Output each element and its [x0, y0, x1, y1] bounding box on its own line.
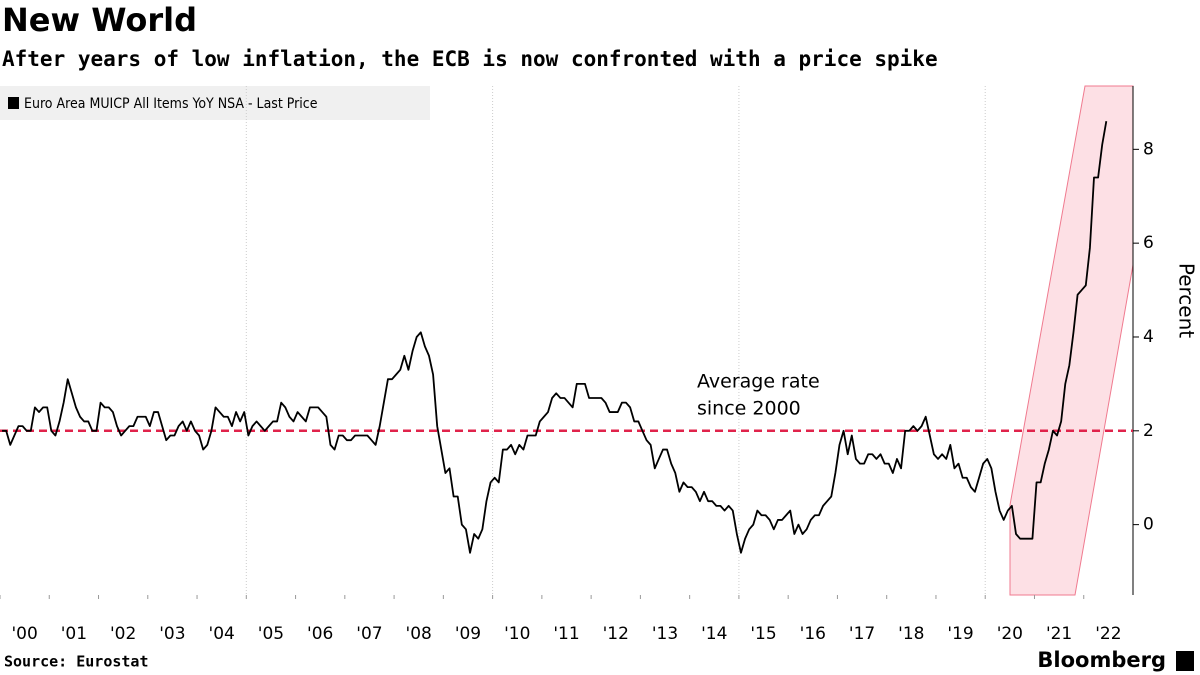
annotation: Average rate: [697, 371, 820, 393]
x-tick-label: '20: [997, 624, 1023, 644]
highlight-band: [1009, 85, 1134, 596]
source: Source: Eurostat: [4, 653, 149, 671]
x-tick-label: '22: [1095, 624, 1121, 644]
series-line: [2, 121, 1108, 554]
x-tick-label: '03: [159, 624, 185, 644]
x-tick-label: '17: [849, 624, 875, 644]
x-tick-label: '09: [455, 624, 481, 644]
x-tick-label: '19: [947, 624, 973, 644]
legend-swatch: [8, 97, 19, 109]
x-tick-label: '16: [800, 624, 826, 644]
x-tick-label: '10: [504, 624, 530, 644]
brand-icon: [1176, 651, 1194, 671]
x-tick-label: '13: [652, 624, 678, 644]
y-tick-label: 0: [1143, 515, 1154, 535]
y-axis-label: Percent: [1175, 263, 1199, 338]
x-tick-label: '14: [701, 624, 727, 644]
x-tick-label: '15: [750, 624, 776, 644]
y-tick-label: 6: [1143, 233, 1154, 253]
annotation: since 2000: [697, 398, 801, 420]
x-tick-label: '00: [11, 624, 37, 644]
x-tick-label: '21: [1046, 624, 1072, 644]
x-tick-label: '01: [61, 624, 87, 644]
x-tick-label: '04: [209, 624, 235, 644]
x-tick-label: '12: [603, 624, 629, 644]
chart-title: New World: [2, 1, 197, 39]
y-tick-label: 2: [1143, 421, 1154, 441]
x-tick-label: '07: [356, 624, 382, 644]
y-tick-label: 4: [1143, 327, 1154, 347]
x-tick-label: '06: [307, 624, 333, 644]
chart-subtitle: After years of low inflation, the ECB is…: [2, 47, 938, 71]
x-tick-label: '05: [258, 624, 284, 644]
legend-label: Euro Area MUICP All Items YoY NSA - Last…: [24, 96, 318, 112]
y-tick-label: 8: [1143, 139, 1154, 159]
brand: Bloomberg: [1037, 648, 1166, 672]
x-tick-label: '08: [406, 624, 432, 644]
x-tick-label: '11: [553, 624, 579, 644]
legend-box: [0, 86, 430, 120]
x-tick-label: '02: [110, 624, 136, 644]
x-tick-label: '18: [898, 624, 924, 644]
